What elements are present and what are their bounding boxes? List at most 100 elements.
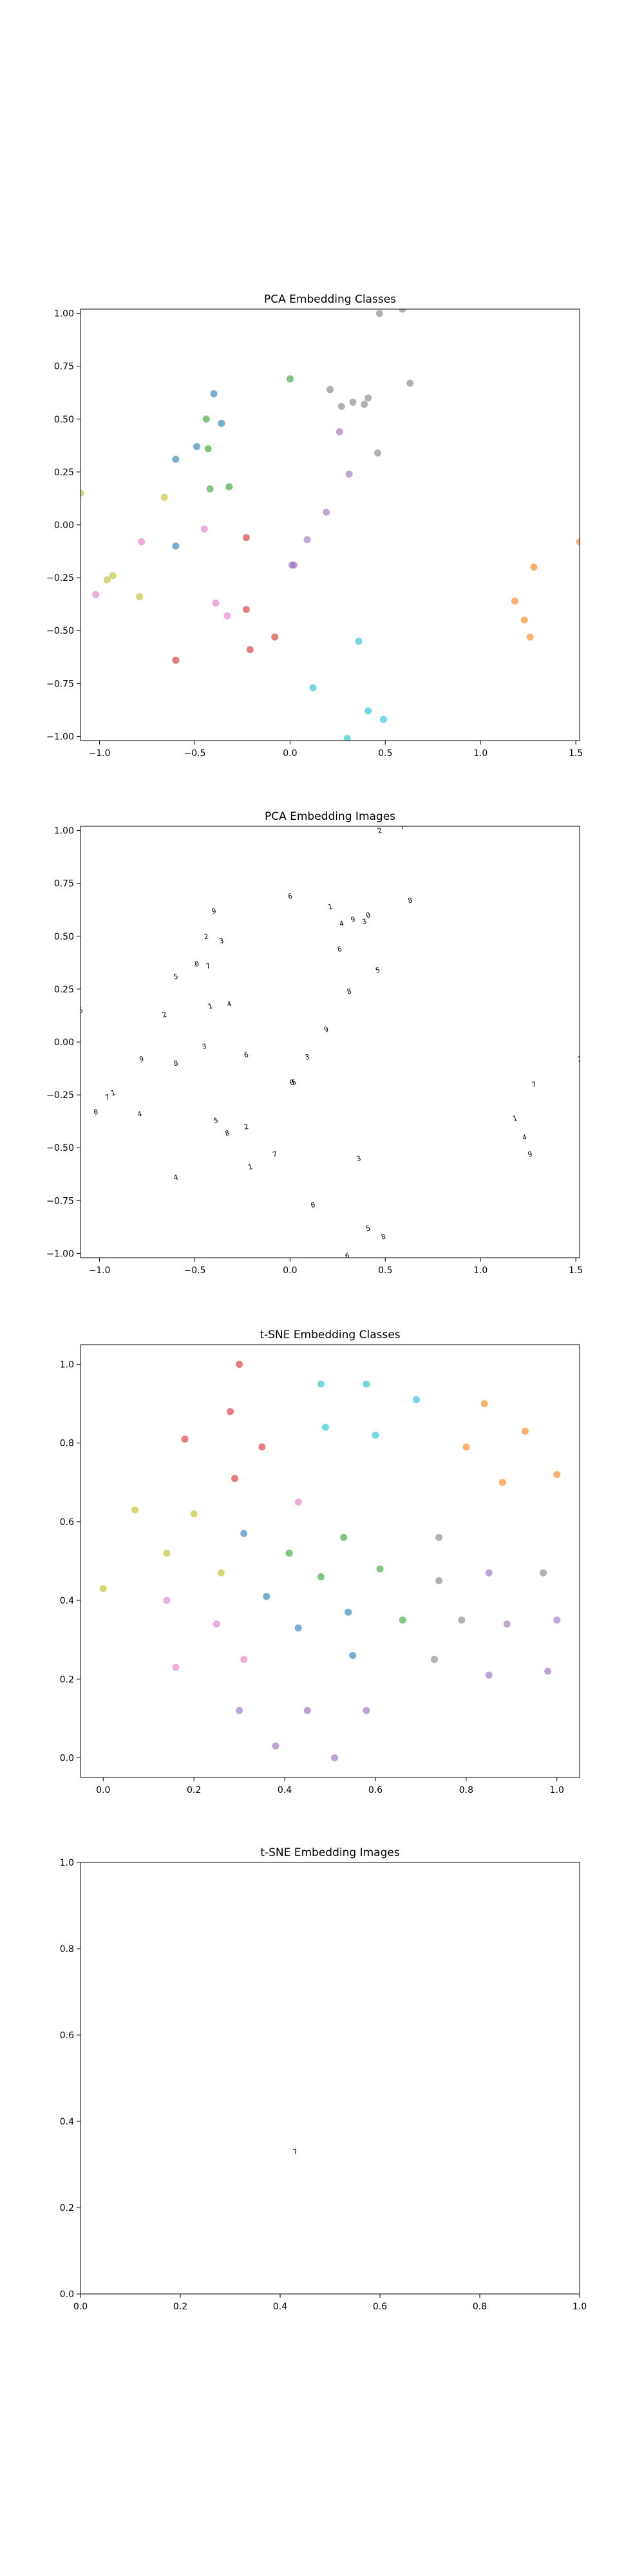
data-point [345,1608,352,1616]
data-point [520,616,528,624]
data-point [521,1427,529,1435]
y-tick-label: 0.2 [60,1674,74,1685]
x-tick-label: 1.0 [473,748,488,759]
data-point [80,489,84,497]
digit-image-marker: 5 [173,972,179,981]
data-point [285,1549,293,1557]
x-tick-label: 1.0 [550,1785,564,1795]
digit-image-marker: 4 [137,1110,143,1119]
y-tick-label: −0.50 [46,1143,74,1153]
data-point [92,591,100,598]
data-point [435,1577,443,1585]
digit-image-marker: 6 [77,1006,84,1015]
x-tick-label: 0.8 [473,2302,487,2312]
digit-image-marker: 8 [346,987,352,996]
digit-image-marker: 0 [365,911,372,920]
data-point [485,1569,493,1577]
data-point [361,401,368,408]
data-point [272,1742,279,1750]
digit-image-marker: 3 [218,936,225,945]
y-tick-label: 0.6 [60,1517,74,1528]
y-tick-label: −0.75 [46,679,74,689]
data-point [553,1616,561,1624]
data-point [263,1593,270,1600]
data-point [200,526,208,533]
data-point [131,1506,139,1514]
x-tick-label: 0.2 [187,1785,201,1795]
data-point [458,1616,466,1624]
data-point [294,1624,302,1632]
digit-image-marker: 3 [355,1154,362,1163]
data-point [321,1423,329,1431]
digit-image-marker: 2 [243,1122,250,1132]
data-point [109,572,117,580]
x-tick-label: −0.5 [184,748,205,759]
data-point [202,415,210,423]
y-tick-label: −1.00 [46,732,74,742]
chart-title: PCA Embedding Images [265,810,395,823]
data-point [331,1754,339,1761]
data-point [294,1498,302,1506]
data-point [240,1530,248,1537]
y-tick-label: 0.75 [54,362,74,372]
data-point [399,1616,406,1624]
digit-image-marker: 2 [203,932,209,941]
data-point [240,1656,248,1663]
y-tick-label: 0.2 [60,2203,74,2213]
digit-image-marker: 7 [104,1093,111,1102]
x-tick-label: 0.8 [459,1785,473,1795]
data-point [242,605,250,613]
data-point [435,1533,443,1541]
chart-tsne-classes: t-SNE Embedding Classes 0.0 0.2 0.4 0.6 0.8 1.… [60,1329,580,1795]
data-point [503,1620,511,1628]
data-point [323,508,330,516]
digit-image-marker: 4 [521,1133,527,1142]
data-point [406,379,414,387]
data-point [103,576,111,583]
data-point [271,633,279,641]
x-tick-label: 0.0 [283,748,297,759]
data-point [526,633,534,641]
data-point [172,542,180,550]
data-point [480,1400,488,1408]
x-tick-label: −1.0 [89,748,111,759]
x-tick-label: 0.4 [278,1785,292,1795]
data-point [303,536,311,544]
data-point [365,707,372,715]
digit-image-marker: 2 [377,826,383,835]
digit-image-marker: 1 [512,1114,518,1123]
data-point [190,1510,198,1518]
data-point [462,1443,470,1451]
y-tick-label: 0.4 [60,2117,74,2127]
data-point [374,449,381,457]
data-point [181,1435,189,1443]
data-point [138,538,146,545]
data-point [225,483,233,491]
data-point [172,656,180,664]
digit-image-marker: 1 [207,1002,213,1011]
data-point [309,684,317,692]
y-tick-label: −0.50 [46,626,74,636]
data-point [345,470,353,478]
data-point [317,1380,325,1388]
digit-image-marker: 6 [344,1251,350,1260]
y-tick-label: −0.25 [46,573,74,583]
data-point [372,1432,379,1439]
digit-image-marker: 3 [304,1052,310,1061]
data-point [223,612,231,620]
data-point [337,402,345,410]
digit-image-marker: 0 [194,960,200,969]
x-tick-label: 0.0 [73,2302,88,2312]
y-tick-label: 0.25 [54,468,74,478]
digit-image-marker: 0 [93,1108,99,1117]
data-point [317,1573,325,1580]
digit-image-marker: 9 [527,1150,533,1159]
data-point [363,1380,370,1388]
data-point [206,485,214,493]
y-tick-label: 0.8 [60,1944,74,1955]
data-point [365,394,372,402]
digit-image-marker: 0 [289,1078,296,1087]
digit-image-marker: 6 [337,945,343,954]
